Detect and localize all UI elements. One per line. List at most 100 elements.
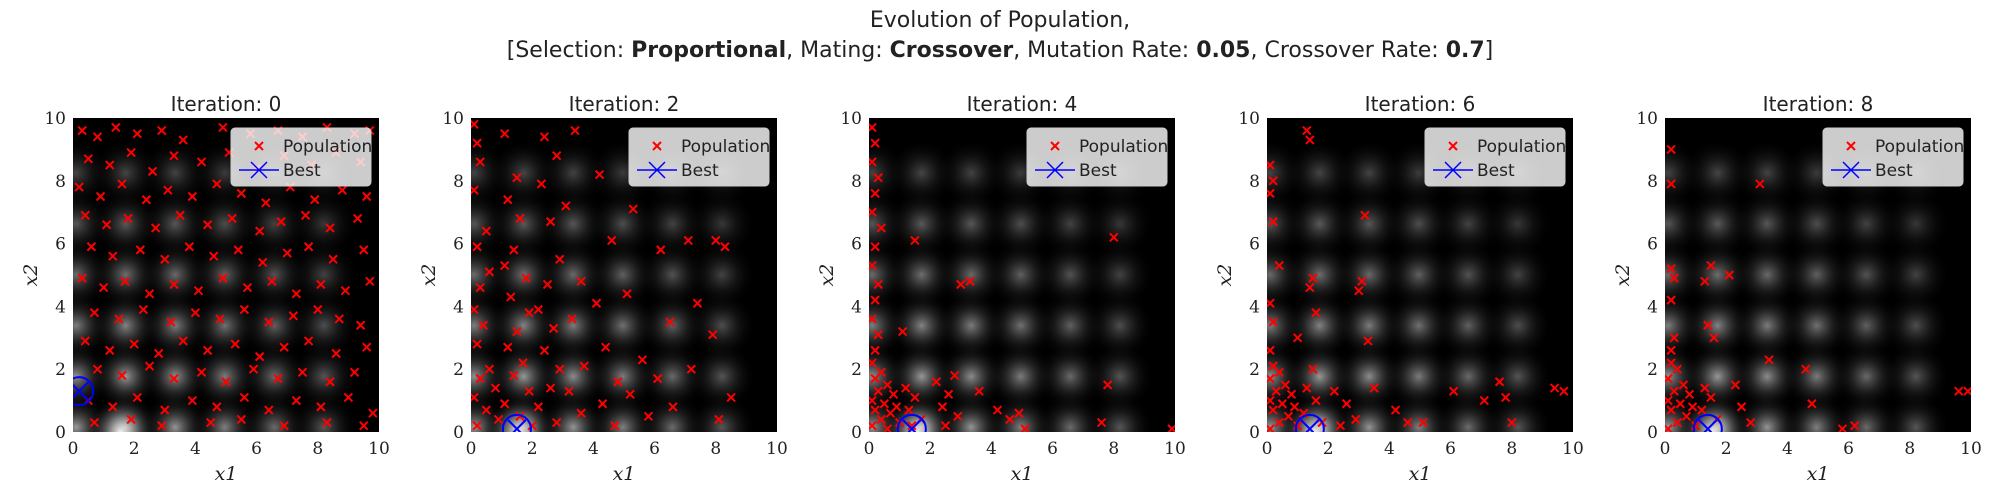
x-tick-label: 8	[1506, 439, 1517, 459]
best-point	[501, 413, 532, 432]
population-point	[160, 254, 170, 265]
population-point	[885, 408, 896, 418]
y-tick-label: 4	[55, 297, 66, 317]
population-point	[1274, 367, 1284, 378]
population-point	[1700, 276, 1710, 286]
population-point	[870, 295, 880, 305]
y-axis-label: x2	[1214, 264, 1236, 287]
population-point	[1308, 364, 1318, 374]
population-point	[1360, 210, 1370, 221]
legend-best-marker	[648, 161, 666, 179]
population-point	[1283, 411, 1294, 422]
y-tick-label: 4	[453, 297, 464, 317]
y-tick-label: 2	[851, 360, 862, 380]
population-point	[358, 245, 369, 255]
subplot-title: Iteration: 4	[967, 92, 1078, 116]
population-point	[144, 289, 155, 299]
title-part: 0.7	[1446, 38, 1485, 63]
population-point	[355, 320, 366, 330]
population-series	[1665, 144, 1971, 432]
population-point	[600, 342, 611, 352]
population-point	[1807, 399, 1817, 409]
population-point	[1479, 395, 1489, 406]
fitness-landscape	[1267, 138, 1552, 432]
x-tick-label: 4	[1384, 439, 1395, 459]
y-tick-label: 2	[453, 360, 464, 380]
population-point	[101, 220, 112, 230]
population-point	[870, 138, 880, 148]
population-point	[711, 235, 721, 246]
population-point	[1684, 389, 1695, 400]
legend-best-marker	[1842, 161, 1860, 179]
y-tick-label: 8	[1647, 172, 1658, 192]
population-point	[607, 235, 617, 246]
chart-panel: 0 2 4 6 8 10 0 2 4 6 8 10 x1 x2 Iteration: 2 Population…	[418, 92, 788, 485]
population-point	[117, 179, 127, 189]
population-point	[303, 242, 314, 252]
population-point	[193, 285, 204, 296]
population-point	[692, 298, 703, 308]
population-point	[169, 279, 179, 290]
population-point	[1274, 417, 1284, 428]
population-point	[542, 279, 553, 290]
population-point	[1500, 392, 1511, 403]
population-point	[953, 411, 963, 422]
population-point	[524, 307, 534, 318]
population-point	[1311, 307, 1321, 318]
population-point	[77, 125, 87, 136]
population-point	[202, 220, 213, 230]
y-axis-label-text: x2	[418, 264, 440, 287]
population-point	[904, 405, 914, 415]
population-point	[337, 185, 347, 195]
population-point	[869, 207, 877, 217]
population-point	[218, 122, 228, 133]
y-axis-label-text: x2	[1612, 264, 1634, 287]
population-point	[686, 364, 697, 374]
x-tick-label: 0	[68, 439, 79, 459]
population-point	[248, 364, 259, 374]
x-tick-label: 2	[1323, 439, 1334, 459]
population-point	[236, 188, 247, 199]
population-point	[652, 373, 663, 384]
population-point	[1369, 383, 1379, 393]
population-point	[965, 276, 975, 286]
x-tick-label: 0	[864, 439, 875, 459]
x-tick-label: 6	[251, 439, 262, 459]
y-tick-label: 10	[840, 109, 862, 129]
y-tick-label: 6	[453, 235, 464, 255]
population-point	[873, 279, 883, 290]
population-point	[282, 248, 292, 258]
legend-population-marker	[1448, 141, 1458, 151]
x-tick-label: 4	[190, 439, 201, 459]
x-tick-label: 0	[1660, 439, 1671, 459]
chart-panel: 0 2 4 6 8 10 0 2 4 6 8 10 x1 x2 Iteration: 6 Population…	[1214, 92, 1584, 485]
population-point	[668, 402, 678, 412]
population-point	[1700, 383, 1710, 393]
population-point	[610, 421, 620, 431]
population-point	[1418, 417, 1428, 428]
population-point	[503, 342, 513, 352]
population-point	[1267, 345, 1275, 356]
population-point	[493, 414, 504, 425]
population-point	[499, 399, 510, 409]
population-point	[555, 364, 565, 374]
title-part: Crossover	[890, 38, 1014, 63]
population-point	[1666, 179, 1676, 189]
x-tick-label: 4	[1782, 439, 1793, 459]
population-point	[316, 402, 326, 412]
population-point	[720, 242, 730, 252]
population-point	[870, 405, 880, 415]
population-point	[95, 191, 106, 202]
population-point	[300, 210, 311, 221]
legend-box	[628, 127, 770, 187]
population-point	[1837, 424, 1848, 432]
population-point	[1311, 395, 1321, 406]
chart-panel: 0 2 4 6 8 10 0 2 4 6 8 10 x1 x2 Iteration: 0 Population…	[20, 92, 390, 485]
population-point	[190, 307, 201, 318]
population-point	[163, 185, 173, 195]
x-tick-label: 10	[1562, 439, 1584, 459]
population-point	[475, 373, 485, 384]
x-tick-label: 4	[986, 439, 997, 459]
population-point	[1289, 402, 1300, 412]
population-point	[576, 408, 586, 418]
